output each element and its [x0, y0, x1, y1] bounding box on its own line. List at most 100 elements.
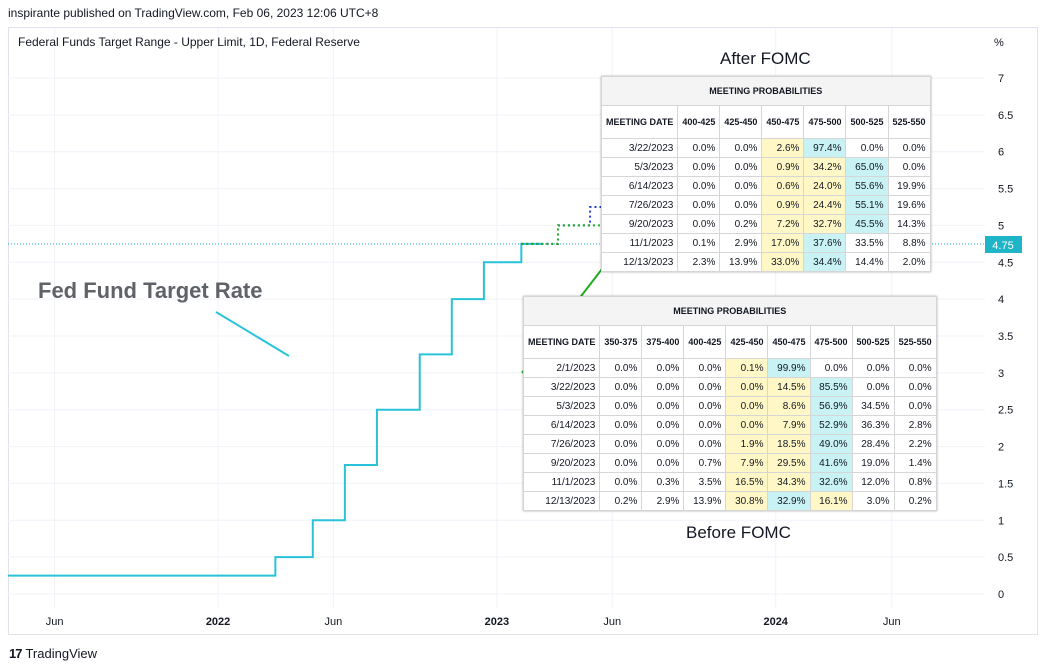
probability-cell: 49.0% [809, 434, 853, 454]
probability-cell: 13.9% [683, 491, 727, 511]
probability-cell: 2.8% [893, 415, 937, 435]
column-header: 500-525 [845, 105, 889, 139]
probability-cell: 0.0% [683, 396, 727, 416]
probability-cell: 65.0% [845, 157, 889, 177]
chart-pane[interactable] [8, 27, 1038, 635]
x-tick-label: 2023 [485, 616, 509, 628]
probability-cell: 3.0% [851, 491, 895, 511]
probability-cell: 30.8% [725, 491, 769, 511]
probability-cell: 99.9% [767, 358, 811, 378]
y-tick-label: 5 [998, 220, 1004, 232]
probability-cell: 8.8% [887, 233, 931, 253]
probability-cell: 0.0% [845, 138, 889, 158]
x-tick-label: Jun [46, 616, 64, 628]
meeting-date-cell: 9/20/2023 [522, 453, 601, 473]
column-header: 375-400 [641, 325, 685, 359]
probability-cell: 13.9% [719, 252, 763, 272]
meeting-date-cell: 3/22/2023 [600, 138, 679, 158]
tradingview-logo[interactable]: 17 TradingView [9, 646, 97, 661]
column-header: 475-500 [803, 105, 847, 139]
table-row: 3/22/2023 0.0% 0.0% 2.6% 97.4% 0.0% 0.0% [600, 138, 931, 158]
probability-cell: 0.0% [893, 396, 937, 416]
column-header: 525-550 [887, 105, 931, 139]
column-header: 400-425 [683, 325, 727, 359]
probability-cell: 0.9% [761, 157, 805, 177]
probability-cell: 34.4% [803, 252, 847, 272]
meeting-date-cell: 9/20/2023 [600, 214, 679, 234]
meeting-date-cell: 5/3/2023 [522, 396, 601, 416]
probability-cell: 8.6% [767, 396, 811, 416]
y-tick-label: 2 [998, 442, 1004, 454]
probability-cell: 7.9% [725, 453, 769, 473]
publisher-caption: inspirante published on TradingView.com,… [8, 6, 379, 20]
probability-cell: 0.0% [677, 176, 721, 196]
probability-cell: 0.0% [599, 453, 643, 473]
y-axis-unit: % [994, 37, 1004, 49]
y-tick-label: 3.5 [998, 331, 1013, 343]
y-tick-label: 6 [998, 147, 1004, 159]
y-tick-label: 2.5 [998, 405, 1013, 417]
column-header: 525-550 [893, 325, 937, 359]
table-row: 9/20/2023 0.0% 0.0% 0.7% 7.9% 29.5% 41.6% 19.0%… [522, 453, 937, 473]
probability-cell: 33.5% [845, 233, 889, 253]
probability-cell: 52.9% [809, 415, 853, 435]
y-tick-label: 0 [998, 589, 1004, 601]
probability-cell: 0.0% [683, 434, 727, 454]
probability-cell: 34.3% [767, 472, 811, 492]
meeting-date-cell: 7/26/2023 [522, 434, 601, 454]
probability-cell: 0.0% [887, 138, 931, 158]
probability-cell: 0.0% [599, 377, 643, 397]
probability-cell: 55.1% [845, 195, 889, 215]
tradingview-logo-icon: 17 [9, 646, 23, 661]
probability-cell: 0.2% [719, 214, 763, 234]
probability-cell: 37.6% [803, 233, 847, 253]
probability-cell: 0.0% [599, 358, 643, 378]
x-tick-label: 2022 [206, 616, 230, 628]
probability-cell: 2.9% [641, 491, 685, 511]
probability-cell: 45.5% [845, 214, 889, 234]
probability-cell: 0.0% [641, 415, 685, 435]
y-tick-label: 4.5 [998, 257, 1013, 269]
probability-cell: 0.0% [725, 415, 769, 435]
probability-cell: 16.5% [725, 472, 769, 492]
table-row: 11/1/2023 0.1% 2.9% 17.0% 37.6% 33.5% 8.8% [600, 233, 931, 253]
meeting-date-cell: 5/3/2023 [600, 157, 679, 177]
probability-cell: 17.0% [761, 233, 805, 253]
after-fomc-label: After FOMC [720, 49, 811, 68]
column-header: 500-525 [851, 325, 895, 359]
axes: 0 0.5 1 1.5 2 2.5 3 3.5 4 4.5 5 5.5 6 6.5 7 Jun 2022 Jun 2… [46, 73, 1014, 628]
probability-cell: 0.1% [725, 358, 769, 378]
probability-cell: 0.0% [677, 138, 721, 158]
probability-cell: 0.8% [893, 472, 937, 492]
probability-cell: 2.2% [893, 434, 937, 454]
probability-cell: 0.0% [851, 358, 895, 378]
probability-cell: 32.7% [803, 214, 847, 234]
probability-cell: 0.0% [683, 358, 727, 378]
meeting-date-cell: 6/14/2023 [600, 176, 679, 196]
x-tick-label: Jun [883, 616, 901, 628]
table-row: 5/3/2023 0.0% 0.0% 0.0% 0.0% 8.6% 56.9% 34.5% 0.… [522, 396, 937, 416]
x-tick-label: Jun [325, 616, 343, 628]
probability-cell: 0.0% [893, 358, 937, 378]
probability-cell: 0.0% [725, 396, 769, 416]
probability-cell: 34.5% [851, 396, 895, 416]
probability-cell: 0.0% [887, 157, 931, 177]
y-tick-label: 4 [998, 294, 1004, 306]
y-tick-label: 6.5 [998, 110, 1013, 122]
table-row: 7/26/2023 0.0% 0.0% 0.0% 1.9% 18.5% 49.0% 28.4%… [522, 434, 937, 454]
probability-cell: 24.0% [803, 176, 847, 196]
probability-cell: 55.6% [845, 176, 889, 196]
y-tick-label: 1 [998, 515, 1004, 527]
probability-cell: 2.0% [887, 252, 931, 272]
meeting-date-cell: 2/1/2023 [522, 358, 601, 378]
probability-cell: 12.0% [851, 472, 895, 492]
table-row: 12/13/2023 0.2% 2.9% 13.9% 30.8% 32.9% 16.1% 3.… [522, 491, 937, 511]
probability-cell: 1.4% [893, 453, 937, 473]
table-row: 12/13/2023 2.3% 13.9% 33.0% 34.4% 14.4% 2.0% [600, 252, 931, 272]
probability-cell: 32.6% [809, 472, 853, 492]
before-fomc-probability-table: MEETING PROBABILITIES MEETING DATE 350-37… [522, 296, 937, 511]
column-header: 350-375 [599, 325, 643, 359]
probability-cell: 0.0% [683, 415, 727, 435]
probability-cell: 0.0% [893, 377, 937, 397]
probability-cell: 7.2% [761, 214, 805, 234]
